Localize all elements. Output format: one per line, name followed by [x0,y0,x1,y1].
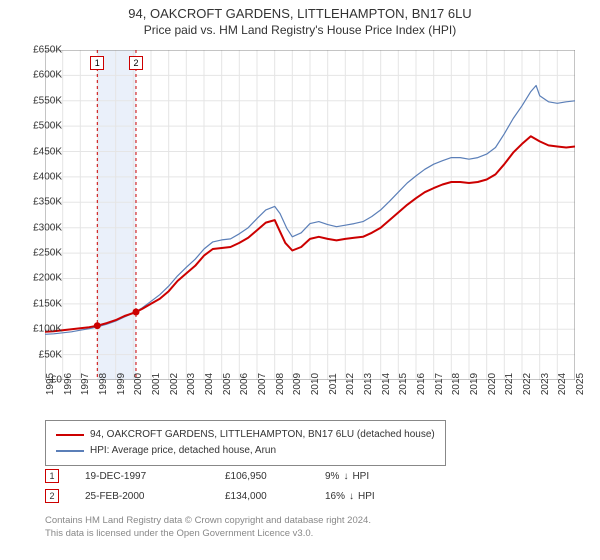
sale-price: £106,950 [225,471,325,482]
x-tick-label: 2015 [398,373,409,395]
legend-label: 94, OAKCROFT GARDENS, LITTLEHAMPTON, BN1… [90,427,435,443]
y-tick-label: £400K [22,171,62,182]
x-tick-label: 2008 [275,373,286,395]
x-tick-label: 2019 [469,373,480,395]
x-tick-label: 2012 [345,373,356,395]
x-tick-label: 2002 [169,373,180,395]
sales-table: 1 19-DEC-1997 £106,950 9% ↓ HPI 2 25-FEB… [45,466,405,506]
x-tick-label: 1996 [63,373,74,395]
legend-item: 94, OAKCROFT GARDENS, LITTLEHAMPTON, BN1… [56,427,435,443]
x-tick-label: 2011 [328,373,339,395]
sales-row: 1 19-DEC-1997 £106,950 9% ↓ HPI [45,466,405,486]
y-tick-label: £550K [22,95,62,106]
x-tick-label: 2005 [222,373,233,395]
x-tick-label: 2014 [381,373,392,395]
legend-swatch [56,450,84,451]
sale-price: £134,000 [225,491,325,502]
x-tick-label: 2022 [522,373,533,395]
down-arrow-icon: ↓ [349,491,354,502]
sale-date: 25-FEB-2000 [85,491,225,502]
y-tick-label: £50K [22,349,62,360]
x-tick-label: 1997 [80,373,91,395]
legend-label: HPI: Average price, detached house, Arun [90,443,276,459]
x-tick-label: 2001 [151,373,162,395]
x-tick-label: 2021 [504,373,515,395]
x-tick-label: 2003 [186,373,197,395]
down-arrow-icon: ↓ [343,471,348,482]
y-tick-label: £500K [22,121,62,132]
sale-marker-icon: 1 [45,469,59,483]
legend-swatch [56,434,84,436]
chart-container: 94, OAKCROFT GARDENS, LITTLEHAMPTON, BN1… [0,0,600,560]
x-tick-label: 1999 [116,373,127,395]
x-tick-label: 2017 [434,373,445,395]
x-tick-label: 1998 [98,373,109,395]
x-tick-label: 2009 [292,373,303,395]
sales-row: 2 25-FEB-2000 £134,000 16% ↓ HPI [45,486,405,506]
x-tick-label: 2004 [204,373,215,395]
x-tick-label: 2023 [540,373,551,395]
legend: 94, OAKCROFT GARDENS, LITTLEHAMPTON, BN1… [45,420,446,466]
plot-area [45,50,575,380]
sale-marker-icon: 2 [45,489,59,503]
y-tick-label: £600K [22,70,62,81]
attribution-line: This data is licensed under the Open Gov… [45,527,371,540]
x-tick-label: 2016 [416,373,427,395]
sale-pct: 9% ↓ HPI [325,471,405,482]
legend-item: HPI: Average price, detached house, Arun [56,443,435,459]
x-tick-label: 2013 [363,373,374,395]
x-tick-label: 2020 [487,373,498,395]
x-tick-label: 2025 [575,373,586,395]
sale-pct: 16% ↓ HPI [325,491,405,502]
y-tick-label: £100K [22,324,62,335]
marker-cell: 1 [45,469,85,483]
x-tick-label: 2010 [310,373,321,395]
chart-title: 94, OAKCROFT GARDENS, LITTLEHAMPTON, BN1… [0,0,600,21]
x-tick-label: 1995 [45,373,56,395]
attribution: Contains HM Land Registry data © Crown c… [45,514,371,540]
event-marker-box: 2 [129,56,143,70]
x-tick-label: 2018 [451,373,462,395]
x-tick-label: 2024 [557,373,568,395]
y-tick-label: £650K [22,45,62,56]
y-tick-label: £150K [22,298,62,309]
sale-date: 19-DEC-1997 [85,471,225,482]
y-tick-label: £200K [22,273,62,284]
attribution-line: Contains HM Land Registry data © Crown c… [45,514,371,527]
y-tick-label: £350K [22,197,62,208]
marker-cell: 2 [45,489,85,503]
x-tick-label: 2000 [133,373,144,395]
y-tick-label: £0 [22,375,62,386]
chart-svg [45,50,575,380]
y-tick-label: £300K [22,222,62,233]
chart-subtitle: Price paid vs. HM Land Registry's House … [0,21,600,41]
y-tick-label: £450K [22,146,62,157]
x-tick-label: 2006 [239,373,250,395]
x-tick-label: 2007 [257,373,268,395]
event-marker-box: 1 [90,56,104,70]
y-tick-label: £250K [22,248,62,259]
